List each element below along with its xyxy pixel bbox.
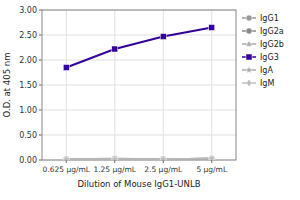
x-tick-label: 2.5 μg/mL	[144, 165, 183, 174]
point	[160, 156, 166, 160]
series-group	[63, 25, 216, 161]
series	[63, 156, 215, 161]
point	[209, 155, 215, 160]
legend-label: IgG1	[260, 14, 279, 23]
x-tick-label: 0.625 μg/mL	[43, 165, 91, 174]
y-tick-label: 2.50	[19, 31, 37, 40]
y-tick-label: 3.00	[19, 6, 37, 15]
y-tick-label: 1.00	[19, 106, 37, 115]
y-axis-label: O.D. at 405 nm	[2, 53, 12, 118]
legend-marker	[246, 80, 252, 86]
grid	[42, 10, 236, 160]
point	[160, 34, 166, 40]
y-tick-label: 0.50	[19, 131, 37, 140]
x-grid	[163, 10, 164, 160]
legend-label: IgG3	[260, 53, 279, 62]
legend-label: IgG2a	[260, 27, 284, 36]
point	[63, 156, 69, 160]
point	[63, 156, 69, 160]
series	[63, 155, 215, 160]
series	[63, 156, 215, 161]
point	[209, 25, 215, 31]
y-grid	[42, 110, 236, 111]
point	[160, 156, 166, 160]
point	[63, 155, 70, 160]
series-line	[66, 158, 212, 160]
point	[209, 156, 215, 161]
y-tick-label: 1.50	[19, 81, 37, 90]
series-line	[66, 158, 212, 160]
legend-label: IgA	[260, 66, 273, 75]
legend-marker	[246, 15, 252, 21]
x-tick-label: 1.25 μg/mL	[93, 165, 136, 174]
series-line	[66, 28, 212, 68]
point	[112, 156, 118, 160]
point	[112, 156, 118, 160]
series	[63, 156, 215, 161]
point	[63, 65, 69, 71]
point	[160, 155, 167, 160]
point	[112, 46, 118, 52]
y-tick-label: 0.00	[19, 156, 37, 165]
legend-marker	[246, 28, 252, 34]
point	[112, 156, 118, 160]
x-grid	[66, 10, 67, 160]
legend-label: IgM	[260, 79, 274, 88]
y-grid	[42, 85, 236, 86]
x-tick-label: 5 μg/mL	[196, 165, 228, 174]
point	[209, 156, 215, 161]
point	[160, 156, 166, 160]
legend-label: IgG2b	[260, 40, 284, 49]
point	[112, 156, 118, 161]
point	[208, 155, 215, 160]
y-tick-label: 2.00	[19, 56, 37, 65]
point	[209, 156, 215, 161]
x-grid	[114, 10, 115, 160]
point	[63, 156, 69, 160]
y-grid	[42, 35, 236, 36]
y-grid	[42, 60, 236, 61]
x-axis-label: Dilution of Mouse IgG1-UNLB	[78, 179, 201, 189]
series-line	[66, 158, 212, 160]
point	[111, 155, 118, 160]
y-grid	[42, 135, 236, 136]
series	[63, 155, 216, 160]
series-line	[66, 158, 212, 160]
legend-marker	[245, 66, 252, 73]
point	[63, 156, 69, 160]
point	[160, 156, 166, 160]
plot-frame	[42, 10, 236, 160]
chart: 0.00 0.50 1.00 1.50 2.00 2.50 3.00 0.625 μg/mL1…	[0, 0, 300, 200]
legend: IgG1 IgG2a IgG2b IgG3 IgA IgM	[242, 14, 284, 88]
series-line	[66, 158, 212, 160]
legend-marker	[246, 54, 252, 60]
series	[63, 25, 215, 71]
x-grid	[211, 10, 212, 160]
legend-marker	[246, 41, 252, 47]
